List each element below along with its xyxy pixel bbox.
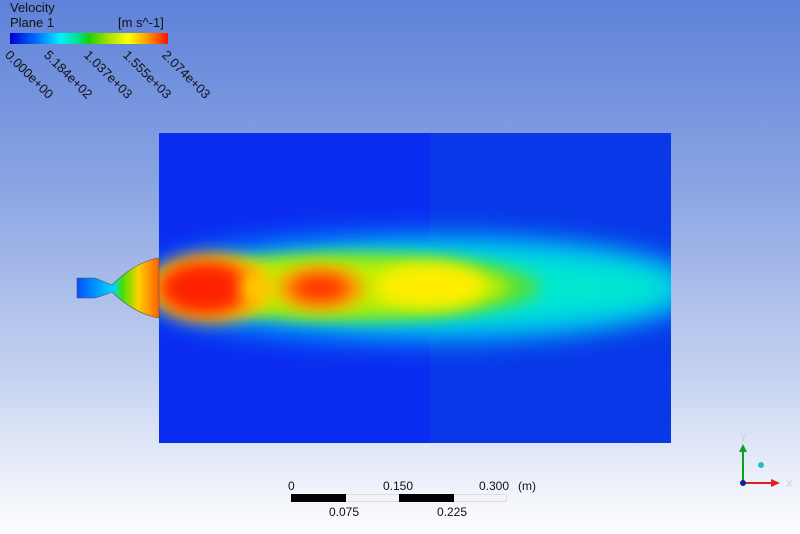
color-bar bbox=[10, 33, 168, 44]
scale-label: 0.075 bbox=[329, 505, 360, 519]
scale-unit: (m) bbox=[518, 479, 536, 493]
x-axis-label: X bbox=[786, 479, 793, 490]
nozzle bbox=[76, 257, 160, 319]
scale-bar-segment bbox=[399, 494, 454, 502]
scale-label: 0.225 bbox=[437, 505, 468, 519]
domain-region bbox=[159, 133, 671, 443]
scale-label: 0.150 bbox=[383, 479, 414, 493]
scale-bar-segment bbox=[291, 494, 346, 502]
y-axis-label: Y bbox=[740, 433, 747, 444]
legend-subtitle: Plane 1 bbox=[10, 15, 55, 30]
legend-unit: [m s^-1] bbox=[118, 15, 164, 30]
scale-label: 0.300 bbox=[479, 479, 510, 493]
scale-label: 0 bbox=[288, 479, 295, 493]
axis-triad: X Y bbox=[739, 433, 793, 490]
legend-title: Velocity bbox=[10, 0, 55, 15]
